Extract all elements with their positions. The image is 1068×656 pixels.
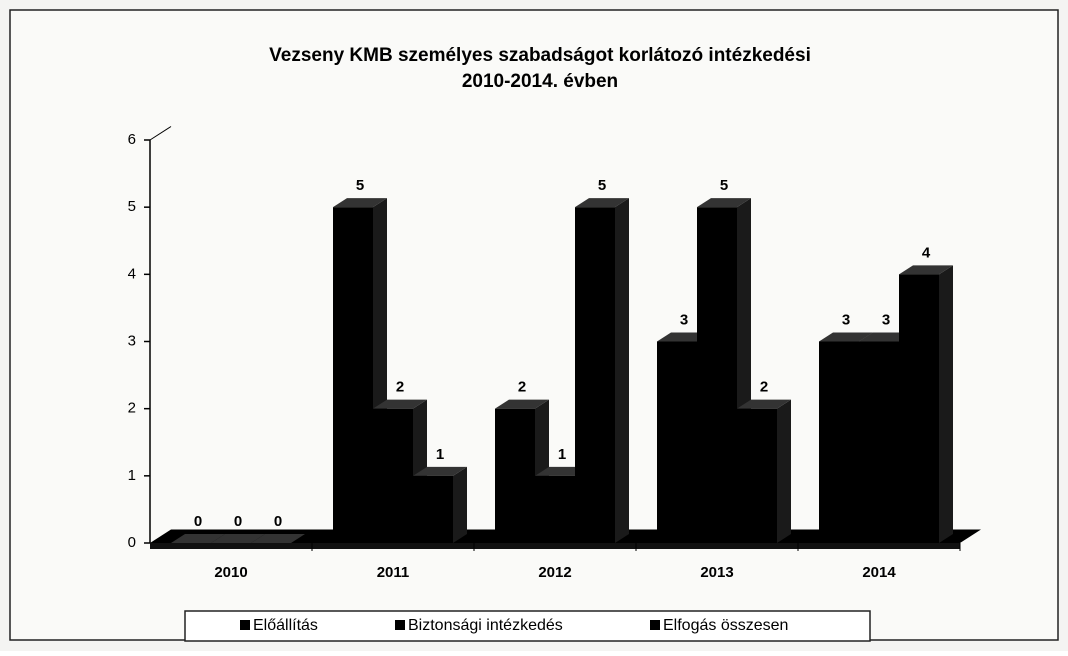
y-tick-label: 0	[128, 534, 136, 551]
bar	[737, 408, 777, 543]
x-tick-label: 2011	[377, 564, 410, 581]
legend-swatch	[240, 620, 250, 630]
x-tick-label: 2010	[214, 564, 247, 581]
data-label: 1	[558, 446, 566, 463]
legend-swatch	[395, 620, 405, 630]
bar-top	[495, 399, 549, 409]
bar-top	[413, 466, 467, 476]
data-label: 1	[436, 446, 444, 463]
bar	[657, 341, 697, 543]
data-label: 0	[234, 513, 242, 530]
y-tick-label: 6	[128, 131, 136, 148]
bar-top	[171, 534, 225, 543]
bar	[697, 207, 737, 543]
data-label: 3	[680, 311, 688, 328]
data-label: 3	[882, 311, 890, 328]
chart-title: 2010-2014. évben	[462, 71, 618, 92]
bar-side	[615, 198, 629, 543]
bar-top	[575, 198, 629, 208]
bar-side	[453, 466, 467, 543]
legend-label: Biztonsági intézkedés	[408, 617, 563, 634]
bar-top	[737, 399, 791, 409]
bar	[413, 475, 453, 543]
bar	[495, 408, 535, 543]
bar-side	[939, 265, 953, 543]
bar-top	[211, 534, 265, 543]
x-tick-label: 2014	[862, 564, 896, 581]
back-axis	[149, 126, 172, 141]
bar-top	[899, 265, 953, 275]
data-label: 2	[396, 379, 404, 396]
legend-swatch	[650, 620, 660, 630]
bar	[899, 274, 939, 543]
y-tick-label: 2	[128, 400, 136, 417]
y-tick-label: 4	[128, 265, 136, 282]
bar-top	[251, 534, 305, 543]
legend-label: Elfogás összesen	[663, 617, 788, 634]
bar	[819, 341, 859, 543]
bar-top	[333, 198, 387, 208]
chart-title: Vezseny KMB személyes szabadságot korlát…	[269, 45, 811, 66]
y-tick-label: 1	[128, 467, 136, 484]
legend-label: Előállítás	[253, 617, 318, 634]
bar	[373, 408, 413, 543]
data-label: 5	[356, 177, 364, 194]
data-label: 0	[274, 513, 282, 530]
bar-top	[819, 332, 873, 342]
data-label: 4	[922, 244, 931, 261]
bar	[575, 207, 615, 543]
data-label: 5	[598, 177, 606, 194]
y-tick-label: 5	[128, 198, 136, 215]
data-label: 5	[720, 177, 728, 194]
x-tick-label: 2012	[538, 564, 571, 581]
data-label: 2	[760, 379, 768, 396]
bar-top	[373, 399, 427, 409]
legend-box	[184, 610, 871, 642]
floor-edge	[150, 543, 960, 549]
bar	[333, 207, 373, 543]
data-label: 2	[518, 379, 526, 396]
data-label: 3	[842, 311, 850, 328]
x-tick-label: 2013	[700, 564, 733, 581]
data-label: 0	[194, 513, 202, 530]
bar-side	[777, 399, 791, 543]
y-tick-label: 3	[128, 332, 136, 349]
bar-top	[697, 198, 751, 208]
bar	[859, 341, 899, 543]
bar	[535, 475, 575, 543]
